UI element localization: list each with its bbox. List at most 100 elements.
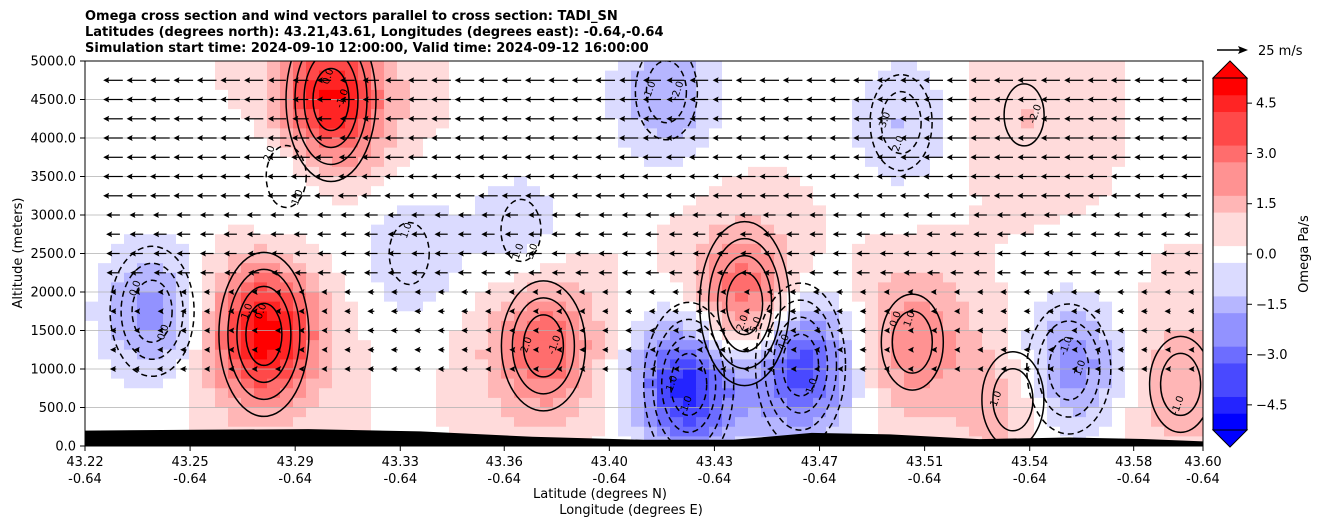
omega-cell [1099,89,1113,101]
omega-cell [449,205,463,216]
omega-cell [332,80,346,91]
omega-cell [1073,407,1087,418]
omega-cell [332,215,346,226]
omega-cell [618,99,632,110]
omega-cell [1073,349,1087,360]
omega-cell [787,359,801,370]
wind-vector-head [196,192,203,199]
omega-cell [1073,109,1087,120]
omega-cell [423,157,437,168]
wind-vector-head [1017,173,1024,180]
omega-cell [748,99,762,110]
omega-cell [826,205,840,216]
omega-cell [618,263,632,274]
omega-cell [1008,234,1022,245]
omega-cell [800,157,814,168]
omega-cell [423,147,437,158]
omega-cell [540,70,554,81]
omega-cell [891,80,905,91]
omega-cell [319,340,333,351]
omega-cell [995,282,1009,293]
omega-cell [956,397,970,409]
omega-cell [137,234,151,245]
omega-cell [436,215,450,226]
omega-cell [839,243,853,255]
omega-cell [1047,147,1061,158]
omega-cell [202,195,216,206]
omega-cell [501,340,515,351]
omega-cell [163,176,177,187]
omega-cell [553,426,567,437]
wind-vector-head [196,154,203,161]
wind-vector-head [673,366,680,372]
omega-cell [1099,253,1113,264]
omega-cell [1060,378,1074,389]
wind-vector-head [692,269,699,276]
wind-vector-head [1093,289,1100,295]
wind-vector-head [150,173,156,180]
omega-cell [1034,205,1048,216]
omega-cell [306,118,320,129]
omega-cell [514,166,528,178]
omega-cell [670,89,684,101]
omega-cell [449,272,463,283]
omega-cell [878,61,892,72]
omega-cell [462,263,476,274]
omega-cell [1112,426,1126,437]
wind-vector-head [716,231,723,238]
omega-cell [358,340,372,351]
omega-cell [85,138,99,149]
omega-cell [735,186,749,197]
omega-cell [774,263,788,274]
omega-cell [956,349,970,360]
omega-cell [709,388,723,399]
omega-cell [384,61,398,72]
omega-cell [228,157,242,168]
omega-cell [85,205,99,216]
omega-cell [462,330,476,341]
omega-cell [930,397,944,409]
omega-cell [722,186,736,197]
omega-cell [813,359,827,370]
omega-cell [1073,330,1087,341]
wind-vector-head [642,173,649,180]
omega-cell [553,234,567,245]
wind-vector-head [829,192,836,199]
wind-vector-head [103,77,110,84]
omega-cell [852,138,866,149]
wind-vector-head [339,135,346,141]
omega-cell [722,378,736,389]
omega-cell [657,147,671,158]
omega-cell [358,195,372,206]
wind-vector-head [408,96,415,103]
omega-cell [1177,369,1191,380]
omega-cell [1112,61,1126,72]
omega-cell [137,243,151,255]
omega-cell [605,388,619,399]
omega-cell [98,147,112,158]
omega-cell [579,195,593,206]
omega-cell [1008,224,1022,235]
omega-cell [332,349,346,360]
wind-vector-head [1000,289,1007,295]
omega-cell [540,224,554,235]
omega-cell [774,147,788,158]
omega-cell [1125,224,1139,235]
omega-cell [917,138,931,149]
omega-cell [449,215,463,226]
omega-cell [85,195,99,206]
omega-cell [163,243,177,255]
omega-cell [1099,417,1113,428]
omega-cell [267,388,281,399]
omega-cell [969,99,983,110]
omega-cell [111,263,125,274]
omega-cell [124,320,138,332]
omega-cell [852,359,866,370]
wind-vector-head [996,212,1003,218]
omega-cell [982,330,996,341]
omega-cell [501,272,515,283]
title-line-3: Simulation start time: 2024-09-10 12:00:… [85,41,649,56]
omega-cell [657,407,671,418]
omega-cell [735,157,749,168]
omega-cell [1177,243,1191,255]
